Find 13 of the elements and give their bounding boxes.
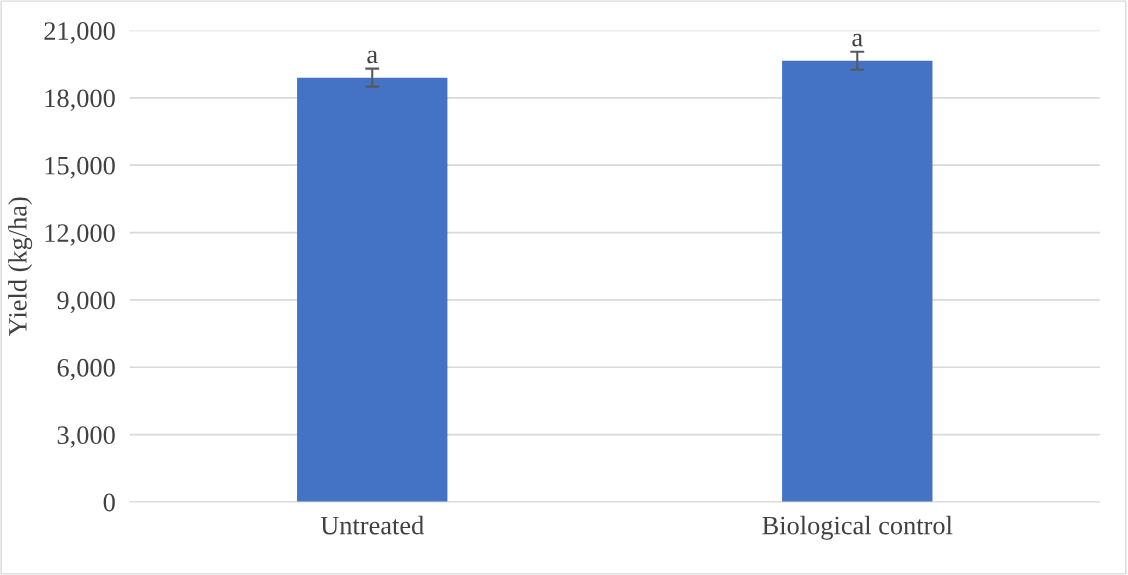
y-tick-label: 12,000: [45, 224, 115, 246]
y-tick-label: 0: [103, 493, 115, 512]
annotation: a: [852, 33, 863, 47]
annotation: a: [367, 50, 378, 64]
y-axis-title: Yield (kg/ha): [8, 197, 33, 336]
x-tick-label: Biological control: [762, 515, 953, 540]
y-tick-label: 15,000: [45, 156, 115, 179]
y-tick-label: 3,000: [57, 426, 115, 448]
y-tick-label: 18,000: [45, 89, 115, 112]
x-tick-label: Untreated: [320, 515, 424, 535]
y-tick-label: 21,000: [44, 22, 115, 44]
y-tick-label: 9,000: [57, 291, 115, 314]
y-tick-label: 6,000: [57, 358, 115, 381]
